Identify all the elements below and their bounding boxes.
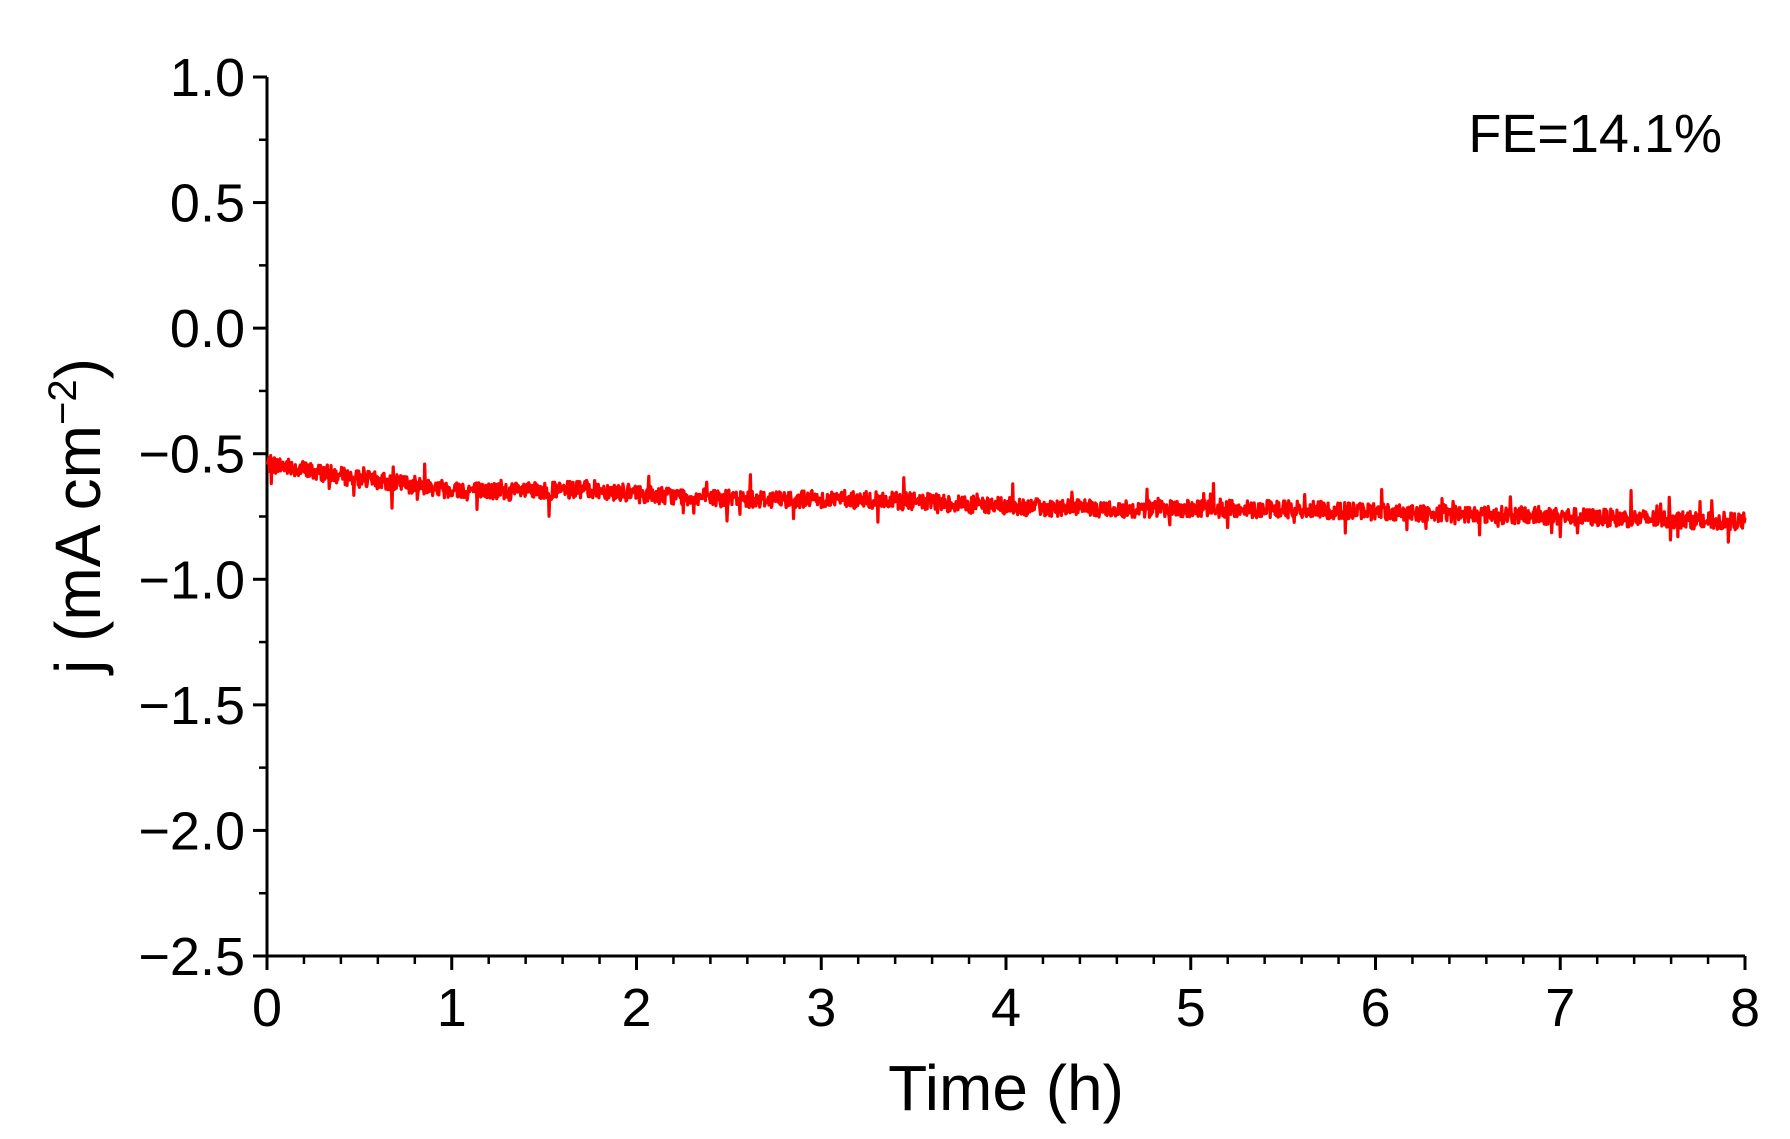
x-ticks: 0 1 2 3 4 5 6 7 8 [252,956,1760,1038]
x-tick-label: 6 [1360,978,1390,1038]
x-tick-label: 5 [1176,978,1206,1038]
y-tick-label: −1.5 [138,676,245,736]
y-tick-label: −2.5 [138,927,245,987]
y-tick-label: 0.0 [170,299,245,359]
series-layer [265,454,1747,544]
y-ticks: 1.0 0.5 0.0 −0.5 −1.0 −1.5 −2.0 −2.5 [138,48,267,987]
x-tick-label: 8 [1730,978,1760,1038]
x-tick-label: 2 [621,978,651,1038]
series-line [265,454,1747,544]
x-tick-label: 0 [252,978,282,1038]
x-tick-label: 7 [1545,978,1575,1038]
y-tick-label: −0.5 [138,425,245,485]
x-axis-title: Time (h) [888,1052,1124,1124]
y-tick-label: −2.0 [138,801,245,861]
y-tick-label: −1.0 [138,550,245,610]
y-tick-label: 0.5 [170,174,245,234]
y-axis-title-main: j (mA cm [42,425,114,676]
y-axis-title-sup: −2 [41,379,85,425]
y-axis-title-close: ) [42,358,114,379]
y-axis-title: j (mA cm−2) [41,358,114,676]
annotation-fe: FE=14.1% [1468,104,1722,164]
x-tick-label: 4 [991,978,1021,1038]
plot-area: 1.0 0.5 0.0 −0.5 −1.0 −1.5 −2.0 −2.5 0 1 2 3 4 5 6 7 8 [138,48,1760,1038]
y-tick-label: 1.0 [170,48,245,108]
x-tick-label: 3 [806,978,836,1038]
x-tick-label: 1 [437,978,467,1038]
